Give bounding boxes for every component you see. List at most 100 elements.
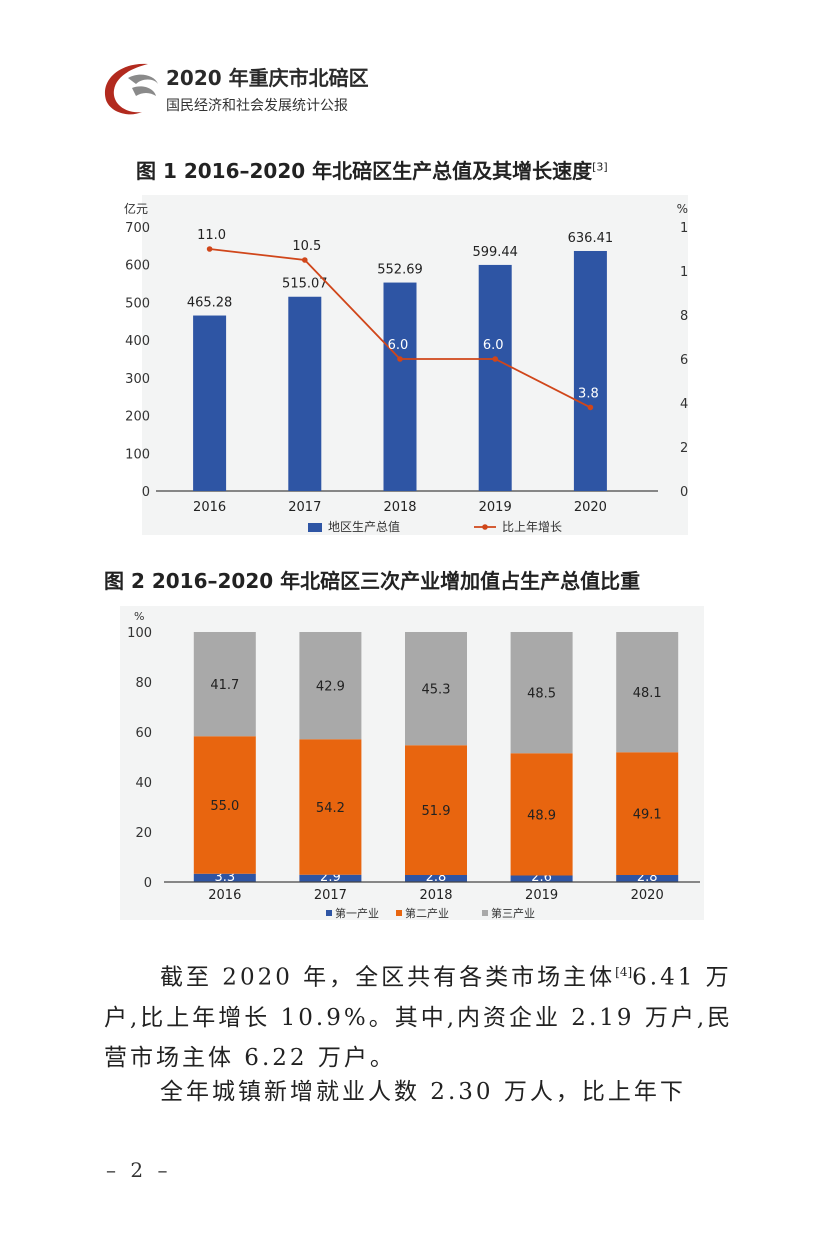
x-tick-label: 2019 xyxy=(525,888,558,903)
left-tick-label: 0 xyxy=(142,485,150,500)
growth-label: 6.0 xyxy=(388,338,409,353)
paragraph1-text-b: 6.41 万户,比上年增长 10.9%。其中,内资企业 2.19 万户,民营市场… xyxy=(104,964,734,1071)
logo-icon xyxy=(104,63,158,115)
x-tick-label: 2017 xyxy=(314,888,347,903)
share-bar-label: 48.1 xyxy=(633,686,662,701)
growth-label: 11.0 xyxy=(197,228,226,243)
y-tick-label: 80 xyxy=(135,676,152,691)
legend-swatch xyxy=(326,910,332,916)
right-tick-label: 12.0 xyxy=(680,221,688,236)
share-bar-label: 41.7 xyxy=(210,678,239,693)
share-bar-segment xyxy=(510,753,573,876)
y-tick-label: 100 xyxy=(127,626,152,641)
gdp-bar xyxy=(288,296,322,491)
gdp-bar-label: 636.41 xyxy=(568,231,614,246)
share-bar-label: 54.2 xyxy=(316,801,345,816)
gdp-bar-label: 465.28 xyxy=(187,296,233,311)
header-title: 2020 年重庆市北碚区 xyxy=(166,66,369,90)
share-bar-segment xyxy=(299,739,362,875)
y-tick-label: 40 xyxy=(135,776,152,791)
gdp-bar-label: 599.44 xyxy=(472,245,518,260)
paragraph-market-entities: 截至 2020 年，全区共有各类市场主体[4]6.41 万户,比上年增长 10.… xyxy=(104,952,744,1078)
share-bar-segment xyxy=(616,752,679,875)
growth-point xyxy=(206,246,213,252)
share-bar-segment xyxy=(299,632,362,740)
legend-label: 第二产业 xyxy=(405,906,449,920)
growth-label: 3.8 xyxy=(578,386,599,401)
left-tick-label: 400 xyxy=(125,334,150,349)
x-tick-label: 2016 xyxy=(193,500,226,515)
y-tick-label: 20 xyxy=(135,826,152,841)
right-tick-label: 2.0 xyxy=(680,441,688,456)
gdp-bar-label: 515.07 xyxy=(282,277,328,292)
gdp-bar xyxy=(383,282,417,491)
left-tick-label: 200 xyxy=(125,410,150,425)
left-tick-label: 500 xyxy=(125,296,150,311)
share-bar-label: 51.9 xyxy=(422,804,451,819)
growth-point xyxy=(397,356,403,362)
paragraph1-footnote-ref: [4] xyxy=(615,965,633,979)
x-tick-label: 2018 xyxy=(383,500,416,515)
figure1-footnote-ref: [3] xyxy=(592,160,608,174)
share-bar-segment xyxy=(510,875,573,882)
x-tick-label: 2020 xyxy=(631,888,664,903)
growth-label: 10.5 xyxy=(292,239,321,254)
share-bar-label: 49.1 xyxy=(633,808,662,823)
y-tick-label: 60 xyxy=(135,726,152,741)
left-axis-unit: 亿元 xyxy=(124,201,148,216)
legend-swatch xyxy=(396,910,402,916)
left-tick-label: 600 xyxy=(125,259,150,274)
share-bar-label: 48.5 xyxy=(527,687,556,702)
share-bar-segment xyxy=(616,875,679,882)
industry-share-chart: %0204060801003.355.041.720162.954.242.92… xyxy=(120,606,704,920)
figure1-title-text: 图 1 2016–2020 年北碚区生产总值及其增长速度 xyxy=(136,159,593,183)
gdp-bar xyxy=(478,264,512,491)
legend-growth-marker xyxy=(482,524,488,530)
share-bar-label: 48.9 xyxy=(527,808,556,823)
right-tick-label: 0.0 xyxy=(680,485,688,500)
paragraph1-text-a: 截至 2020 年，全区共有各类市场主体 xyxy=(160,964,616,991)
legend-swatch xyxy=(482,910,488,916)
legend-gdp-label: 地区生产总值 xyxy=(328,519,400,534)
y-axis-unit: % xyxy=(134,610,144,623)
gdp-bar xyxy=(573,250,607,491)
header-subtitle: 国民经济和社会发展统计公报 xyxy=(166,98,348,114)
growth-point xyxy=(302,257,308,263)
share-bar-segment xyxy=(405,875,467,882)
left-tick-label: 700 xyxy=(125,221,150,236)
share-bar-segment xyxy=(405,632,467,746)
x-tick-label: 2018 xyxy=(419,888,452,903)
gdp-bar-label: 552.69 xyxy=(377,263,423,278)
legend-label: 第一产业 xyxy=(335,906,379,920)
x-tick-label: 2020 xyxy=(574,500,607,515)
growth-point xyxy=(587,404,594,411)
growth-point xyxy=(492,356,499,362)
gdp-chart: 亿元% 0 100 200 300 400 500 600 700 0.0 2.0 4.0 6.0 8.0… xyxy=(124,195,688,535)
legend-growth-label: 比上年增长 xyxy=(502,520,562,534)
right-tick-label: 8.0 xyxy=(680,309,688,324)
legend-gdp-swatch xyxy=(308,523,322,532)
share-bar-label: 55.0 xyxy=(210,799,239,814)
left-tick-label: 300 xyxy=(125,372,150,387)
right-tick-label: 10.0 xyxy=(680,265,688,280)
growth-label: 6.0 xyxy=(483,338,504,353)
figure2-title: 图 2 2016–2020 年北碚区三次产业增加值占生产总值比重 xyxy=(104,569,641,593)
share-bar-label: 45.3 xyxy=(422,683,451,698)
share-bar-segment xyxy=(616,632,679,753)
share-bar-segment xyxy=(193,736,256,874)
paragraph-employment: 全年城镇新增就业人数 2.30 万人，比上年下 xyxy=(160,1079,686,1105)
share-bar-segment xyxy=(193,873,256,882)
share-bar-segment xyxy=(193,632,256,737)
x-tick-label: 2017 xyxy=(288,500,321,515)
right-tick-label: 4.0 xyxy=(680,397,688,412)
x-tick-label: 2019 xyxy=(479,500,512,515)
gdp-bar xyxy=(193,315,227,491)
y-tick-label: 0 xyxy=(144,876,152,891)
share-bar-segment xyxy=(510,632,573,754)
right-tick-label: 6.0 xyxy=(680,353,688,368)
figure1-title: 图 1 2016–2020 年北碚区生产总值及其增长速度[3] xyxy=(136,155,608,184)
right-axis-unit: % xyxy=(677,202,688,216)
left-tick-label: 100 xyxy=(125,447,150,462)
share-bar-label: 42.9 xyxy=(316,680,345,695)
legend-label: 第三产业 xyxy=(491,906,535,920)
